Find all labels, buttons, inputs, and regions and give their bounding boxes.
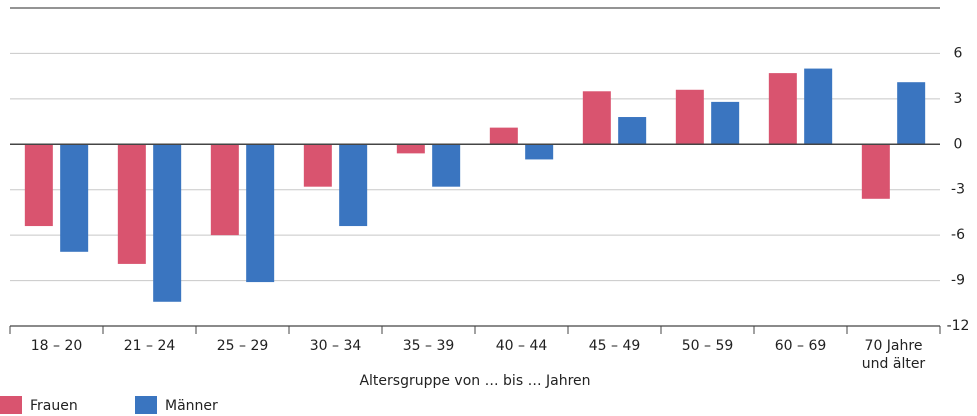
bar <box>768 73 797 145</box>
legend-swatch <box>0 396 22 414</box>
x-axis-label: Altersgruppe von … bis … Jahren <box>359 373 590 389</box>
bar <box>861 144 890 199</box>
y-tick-label: -9 <box>951 273 965 289</box>
bar <box>153 144 182 302</box>
x-tick-label: 45 – 49 <box>588 338 641 354</box>
bar <box>303 144 332 187</box>
x-tick-label: 35 – 39 <box>402 338 455 354</box>
y-tick-label: 3 <box>954 91 963 107</box>
bar <box>396 144 425 154</box>
legend-swatch <box>135 396 157 414</box>
bar <box>432 144 461 187</box>
bar <box>117 144 146 264</box>
y-tick-label: -12 <box>947 318 970 334</box>
bar <box>804 68 833 145</box>
x-tick-label: 50 – 59 <box>681 338 734 354</box>
bar <box>897 82 926 145</box>
bar <box>246 144 275 283</box>
y-tick-label: -3 <box>951 182 965 198</box>
y-tick-label: 6 <box>954 45 963 61</box>
bar <box>24 144 53 227</box>
bar <box>60 144 89 252</box>
x-tick-label: 30 – 34 <box>309 338 362 354</box>
bar <box>210 144 239 236</box>
bar <box>618 117 647 145</box>
bar <box>525 144 554 160</box>
x-tick-label: 21 – 24 <box>123 338 176 354</box>
x-tick-label: 18 – 20 <box>30 338 83 354</box>
legend-label: Männer <box>165 398 218 414</box>
bar <box>711 101 740 145</box>
bar <box>675 89 704 145</box>
x-tick-label: 70 Jahre und älter <box>861 338 926 372</box>
x-tick-label: 25 – 29 <box>216 338 269 354</box>
x-tick-label: 60 – 69 <box>774 338 827 354</box>
bar <box>339 144 368 227</box>
bar <box>582 91 611 145</box>
y-tick-label: -6 <box>951 227 965 243</box>
y-tick-label: 0 <box>954 136 963 152</box>
legend-label: Frauen <box>30 398 78 414</box>
x-tick-label: 40 – 44 <box>495 338 548 354</box>
bar <box>489 127 518 145</box>
